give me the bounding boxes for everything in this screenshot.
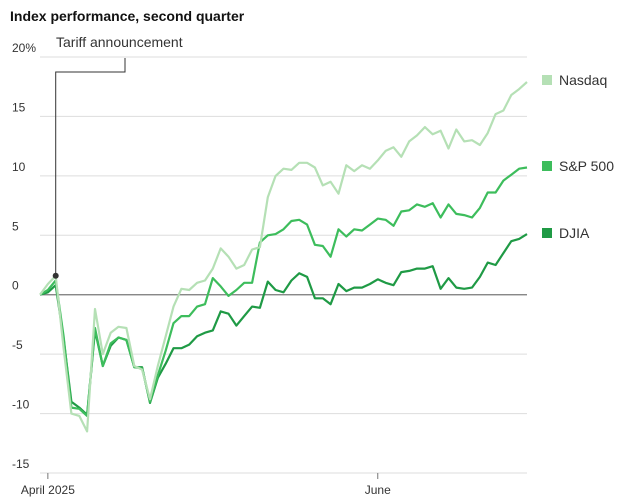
y-tick-label: -15 — [12, 457, 30, 471]
y-tick-label: 15 — [12, 100, 26, 114]
y-tick-label: 0 — [12, 279, 19, 293]
annotation-dot — [52, 272, 59, 279]
legend-swatch — [542, 228, 552, 238]
y-tick-label: 20% — [12, 41, 36, 55]
y-tick-label: -5 — [12, 338, 23, 352]
y-tick-label: -10 — [12, 398, 30, 412]
annotation-text: Tariff announcement — [56, 34, 183, 50]
legend-label: DJIA — [559, 225, 590, 241]
series-line — [39, 166, 528, 417]
annotation-leader — [55, 58, 126, 276]
y-tick-label: 5 — [12, 219, 19, 233]
legend-swatch — [542, 75, 552, 85]
series-line — [39, 233, 528, 416]
x-tick-label: April 2025 — [21, 483, 75, 497]
legend-label: S&P 500 — [559, 158, 614, 174]
y-tick-label: 10 — [12, 160, 26, 174]
series-line — [39, 81, 528, 433]
x-tick-label: June — [365, 483, 391, 497]
legend-swatch — [542, 161, 552, 171]
legend-label: Nasdaq — [559, 72, 607, 88]
chart-title: Index performance, second quarter — [10, 8, 245, 24]
